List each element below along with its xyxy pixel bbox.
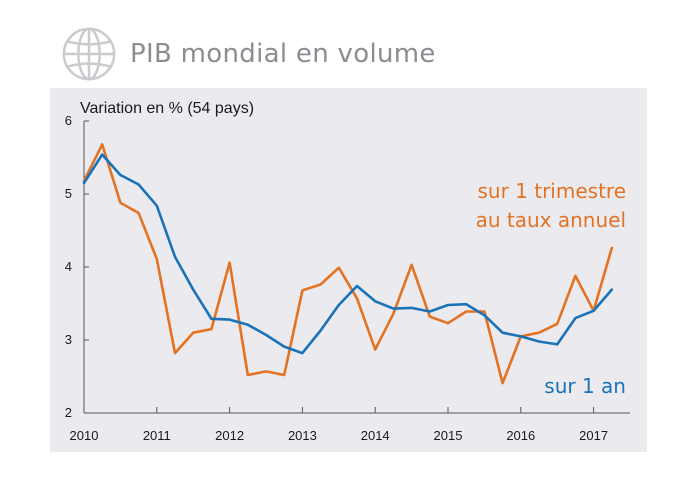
plot-panel [50, 88, 647, 452]
series-label-line: au taux annuel [476, 208, 626, 232]
y-tick-label: 3 [65, 332, 72, 347]
series-annotations: sur 1 trimestre au taux annuel sur 1 an [476, 179, 626, 398]
x-tick-label: 2013 [288, 428, 317, 443]
series-lines [82, 143, 614, 385]
y-ticks: 2 3 4 5 6 [65, 113, 89, 420]
y-tick-label: 6 [65, 113, 72, 128]
series-line-quarterly [82, 143, 614, 385]
series-line-annual [82, 153, 614, 355]
series-label-quarterly: sur 1 trimestre au taux annuel [476, 179, 626, 232]
x-tick-label: 2014 [361, 428, 390, 443]
series-label-line: sur 1 trimestre [477, 179, 626, 203]
x-tick-label: 2011 [143, 428, 171, 443]
globe-icon [62, 27, 116, 81]
x-tick-label: 2012 [215, 428, 244, 443]
x-tick-label: 2017 [579, 428, 608, 443]
x-tick-label: 2010 [70, 428, 99, 443]
series-label-annual: sur 1 an [544, 374, 626, 398]
y-tick-label: 4 [65, 259, 72, 274]
y-axis-label: Variation en % (54 pays) [80, 100, 254, 117]
y-tick-label: 5 [65, 186, 72, 201]
x-tick-label: 2016 [506, 428, 535, 443]
x-tick-label: 2015 [434, 428, 463, 443]
y-tick-label: 2 [65, 405, 72, 420]
x-ticks: 2010 2011 2012 2013 2014 2015 2016 2017 [70, 407, 608, 443]
chart-header: PIB mondial en volume [60, 22, 436, 86]
chart-title: PIB mondial en volume [130, 39, 436, 69]
